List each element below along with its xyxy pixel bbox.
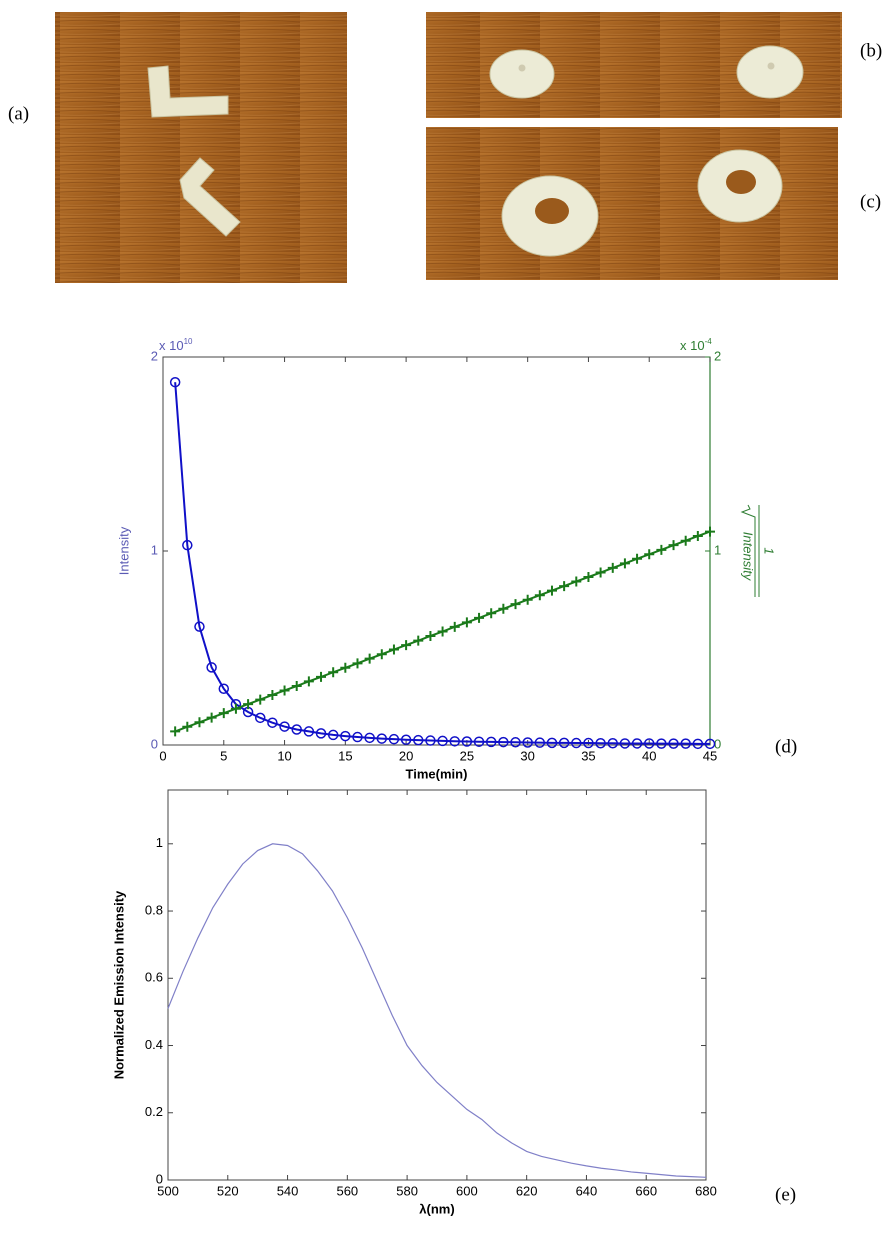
y-axis-label: Intensity	[116, 526, 131, 575]
x-tick-label: 20	[399, 748, 413, 763]
x-tick-label: 40	[642, 748, 656, 763]
x-tick-label: 520	[217, 1183, 239, 1198]
x-tick-label: 660	[635, 1183, 657, 1198]
y-axis-label: Normalized Emission Intensity	[111, 890, 126, 1079]
x-tick-label: 5	[220, 748, 227, 763]
photo-c	[426, 127, 838, 280]
x-axis-label: λ(nm)	[419, 1201, 454, 1216]
y-tick-label: 0.4	[145, 1037, 163, 1052]
x-tick-label: 30	[520, 748, 534, 763]
panel-label: (b)	[860, 40, 882, 61]
multiplier-base: x 10	[680, 338, 705, 353]
y2-label-denominator: Intensity	[741, 532, 756, 582]
x-tick-label: 0	[159, 748, 166, 763]
y2-tick-label: 2	[714, 348, 721, 363]
panel-label: (d)	[775, 736, 797, 757]
plot-frame	[163, 357, 710, 745]
x-tick-label: 15	[338, 748, 352, 763]
multiplier-base: x 10	[159, 338, 184, 353]
panel-label: (c)	[860, 191, 881, 212]
y-tick-label: 0.2	[145, 1104, 163, 1119]
x-axis-label: Time(min)	[406, 766, 468, 781]
plot-frame	[168, 790, 706, 1180]
photo-b	[426, 12, 842, 118]
x-tick-label: 600	[456, 1183, 478, 1198]
multiplier-exponent: -4	[705, 337, 713, 346]
y2-label-numerator: 1	[762, 547, 777, 554]
x-tick-label: 640	[576, 1183, 598, 1198]
y-tick-label: 0.6	[145, 970, 163, 985]
y-tick-label: 0	[151, 736, 158, 751]
multiplier-exponent: 10	[184, 337, 193, 346]
panel-label: (e)	[775, 1184, 796, 1205]
x-tick-label: 680	[695, 1183, 717, 1198]
x-tick-label: 540	[277, 1183, 299, 1198]
axis-multiplier: x 10-4	[680, 337, 712, 353]
x-tick-label: 35	[581, 748, 595, 763]
y-tick-label: 1	[151, 542, 158, 557]
x-tick-label: 620	[516, 1183, 538, 1198]
y-tick-label: 0	[156, 1171, 163, 1186]
y2-axis-label: 1 Intensity	[741, 505, 777, 597]
figure: (a) (b) (c) (d) (e) 05101520253035404501…	[0, 0, 892, 1239]
y2-tick-label: 1	[714, 542, 721, 557]
x-tick-label: 560	[336, 1183, 358, 1198]
page: {"panel_labels": ["(a)", "(b)", "(c)", "…	[0, 0, 892, 1239]
x-tick-label: 580	[396, 1183, 418, 1198]
axis-multiplier: x 1010	[159, 337, 193, 353]
y-tick-label: 0.8	[145, 902, 163, 917]
photo-a	[55, 12, 347, 283]
y-tick-label: 2	[151, 348, 158, 363]
panel-label: (a)	[8, 103, 29, 124]
x-tick-label: 25	[460, 748, 474, 763]
x-tick-label: 10	[277, 748, 291, 763]
y-tick-label: 1	[156, 835, 163, 850]
